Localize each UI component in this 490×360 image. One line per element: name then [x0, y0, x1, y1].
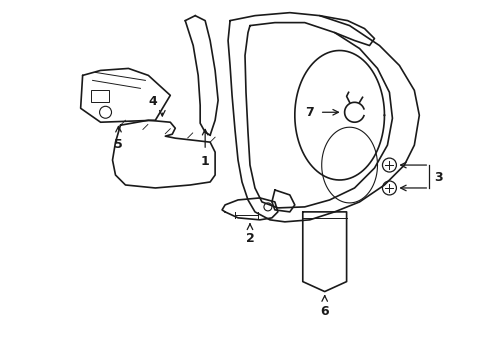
- Text: 4: 4: [148, 95, 157, 108]
- Text: 1: 1: [201, 155, 210, 168]
- Text: 3: 3: [434, 171, 443, 184]
- Text: 5: 5: [114, 138, 123, 151]
- Bar: [91, 90, 108, 102]
- Text: 2: 2: [245, 232, 254, 245]
- Text: 6: 6: [320, 305, 329, 318]
- Text: 7: 7: [305, 106, 314, 119]
